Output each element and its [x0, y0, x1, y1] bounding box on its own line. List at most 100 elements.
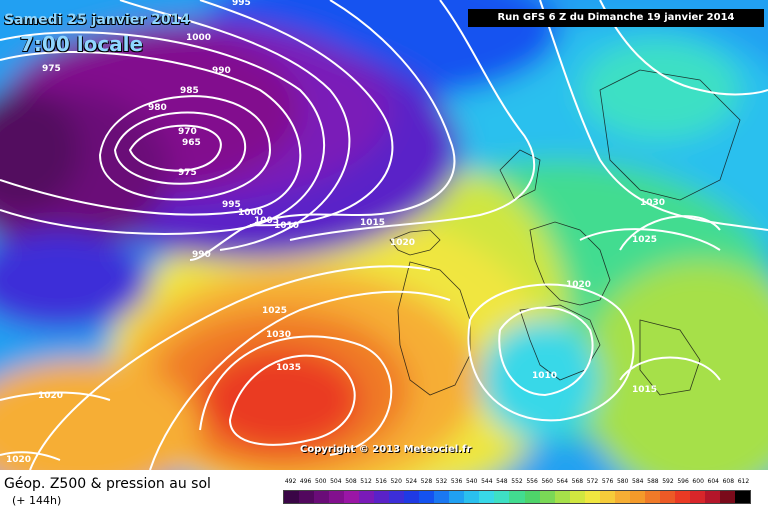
isobar-label: 985	[180, 86, 199, 96]
scale-label: 596	[677, 478, 689, 485]
isobar-label: 975	[42, 64, 61, 74]
scale-label: 576	[601, 478, 614, 485]
isobar-label: 965	[182, 138, 201, 148]
scale-label: 548	[496, 478, 508, 485]
forecast-date: Samedi 25 janvier 2014	[4, 12, 191, 28]
isobar-label: 1020	[38, 391, 63, 401]
scale-label: 556	[526, 478, 538, 485]
scale-swatch	[464, 491, 480, 503]
scale-label: 504	[330, 478, 342, 485]
isobar-label: 1020	[6, 455, 31, 465]
model-run-info: Run GFS 6 Z du Dimanche 19 janvier 2014	[468, 9, 764, 27]
scale-swatch	[299, 491, 315, 503]
forecast-time: 7:00 locale	[20, 32, 144, 56]
scale-swatch	[404, 491, 420, 503]
scale-swatch	[554, 491, 570, 503]
scale-swatch	[689, 491, 705, 503]
scale-swatch	[389, 491, 405, 503]
map-canvas: 995 1000 990 975 985 980 970 965 975 995…	[0, 0, 768, 470]
scale-swatch	[449, 491, 465, 503]
scale-swatch	[644, 491, 660, 503]
geopotential-field	[0, 0, 768, 470]
scale-labels: 492 496 500 504 508 512 516 520 524 528 532 536 540 5…	[283, 478, 751, 488]
isobar-label: 1020	[566, 280, 591, 290]
scale-label: 516	[375, 478, 387, 485]
scale-label: 588	[647, 478, 659, 485]
scale-swatch	[614, 491, 630, 503]
scale-label: 508	[345, 478, 357, 485]
isobar-label: 1035	[276, 363, 301, 373]
scale-swatch	[704, 491, 720, 503]
scale-swatch	[584, 491, 600, 503]
scale-label: 608	[722, 478, 735, 485]
isobar-label: 1030	[640, 198, 665, 208]
scale-swatch	[374, 491, 390, 503]
scale-swatch	[509, 491, 525, 503]
scale-swatch	[284, 491, 300, 503]
scale-label: 528	[420, 478, 433, 485]
isobar-label: 990	[212, 66, 231, 76]
scale-swatch	[434, 491, 450, 503]
scale-label: 612	[737, 478, 750, 485]
scale-label: 512	[360, 478, 372, 485]
product-title: Géop. Z500 & pression au sol	[4, 476, 211, 492]
scale-label: 492	[284, 478, 297, 485]
scale-swatch	[494, 491, 510, 503]
scale-swatch	[734, 491, 750, 503]
isobar-label: 1015	[632, 385, 657, 395]
scale-label: 592	[662, 478, 674, 485]
isobar-label: 1015	[360, 218, 385, 228]
scale-label: 604	[707, 478, 719, 485]
scale-label: 540	[465, 478, 478, 485]
scale-swatch	[419, 491, 435, 503]
scale-label: 500	[315, 478, 327, 485]
scale-swatch	[674, 491, 690, 503]
scale-label: 532	[435, 478, 448, 485]
isobar-label: 1020	[390, 238, 415, 248]
scale-swatch	[539, 491, 555, 503]
copyright-notice: Copyright © 2013 Meteociel.fr	[300, 444, 472, 455]
isobar-label: 1025	[262, 306, 287, 316]
scale-swatch	[359, 491, 375, 503]
isobar-label: 1005	[254, 216, 279, 226]
isobar-label: 1010	[274, 221, 299, 231]
scale-label: 520	[390, 478, 402, 485]
scale-swatch	[524, 491, 540, 503]
isobar-label: 995	[222, 200, 241, 210]
scale-swatch	[599, 491, 615, 503]
isobar-label: 1025	[632, 235, 657, 245]
isobar-label: 995	[232, 0, 251, 8]
scale-label: 564	[556, 478, 569, 485]
scale-label: 584	[632, 478, 644, 485]
scale-label: 524	[405, 478, 418, 485]
scale-swatch	[344, 491, 360, 503]
scale-swatch	[629, 491, 645, 503]
isobar-labels: 995 1000 990 975 985 980 970 965 975 995…	[6, 0, 665, 465]
color-scale-bar	[283, 490, 751, 504]
scale-label: 544	[481, 478, 493, 485]
isobar-label: 1000	[238, 208, 263, 218]
scale-swatch	[719, 491, 735, 503]
scale-label: 536	[450, 478, 463, 485]
scale-swatch	[314, 491, 330, 503]
scale-label: 568	[571, 478, 584, 485]
isobar-label: 1000	[186, 33, 211, 43]
scale-label: 496	[299, 478, 312, 485]
isobar-label: 980	[148, 103, 167, 113]
scale-label: 580	[616, 478, 629, 485]
scale-label: 572	[586, 478, 599, 485]
scale-swatch	[479, 491, 495, 503]
isobar-label: 990	[192, 250, 211, 260]
isobar-label: 1030	[266, 330, 291, 340]
isobars	[0, 0, 768, 470]
scale-label: 600	[692, 478, 704, 485]
isobar-label: 1010	[532, 371, 557, 381]
forecast-hour: (+ 144h)	[12, 494, 62, 507]
scale-swatch	[659, 491, 675, 503]
isobar-label: 970	[178, 127, 197, 137]
scale-swatch	[569, 491, 585, 503]
scale-label: 560	[541, 478, 553, 485]
isobar-label: 975	[178, 168, 197, 178]
scale-label: 552	[511, 478, 523, 485]
